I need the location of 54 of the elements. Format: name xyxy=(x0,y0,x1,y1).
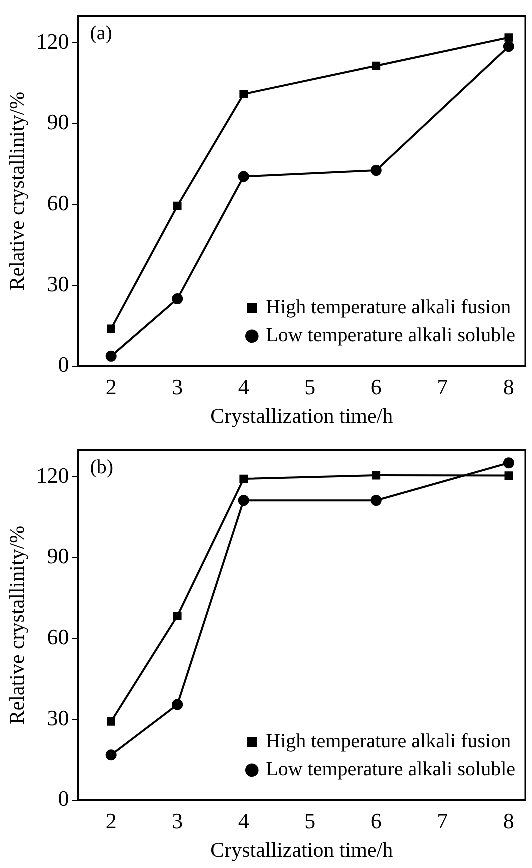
point xyxy=(172,294,184,305)
x-tick-label: 2 xyxy=(106,808,117,834)
x-tick-label: 6 xyxy=(370,374,382,400)
legend-label: Low temperature alkali soluble xyxy=(266,758,516,781)
y-tick-label: 90 xyxy=(47,110,70,135)
point xyxy=(238,495,250,506)
y-tick-label: 120 xyxy=(36,462,70,488)
y-tick-label: 0 xyxy=(58,352,70,378)
point xyxy=(240,474,248,484)
x-tick-label: 8 xyxy=(503,808,514,834)
point xyxy=(172,699,184,710)
point xyxy=(173,202,182,210)
annotation: (a) xyxy=(90,22,112,44)
point xyxy=(503,458,514,469)
point xyxy=(503,41,514,52)
point xyxy=(504,34,514,42)
point xyxy=(370,165,382,176)
point xyxy=(372,62,381,70)
y-tick-label: 60 xyxy=(47,190,70,216)
point xyxy=(106,750,117,761)
point xyxy=(370,495,382,506)
x-tick-label: 7 xyxy=(437,374,448,400)
point xyxy=(106,350,117,362)
y-tick-label: 30 xyxy=(47,271,70,296)
point xyxy=(107,718,116,726)
y-tick-label: 120 xyxy=(36,28,70,54)
y-tick-label: 0 xyxy=(58,786,70,812)
y-axis-title: Relative crystallinity/% xyxy=(5,92,30,291)
point xyxy=(238,171,250,182)
x-axis-title: Crystallization time/h xyxy=(210,404,394,428)
x-tick-label: 4 xyxy=(238,808,250,834)
annotation: (b) xyxy=(90,456,114,478)
point xyxy=(107,324,116,334)
y-tick-label: 60 xyxy=(47,624,70,650)
y-tick-label: 30 xyxy=(47,705,70,730)
x-tick-label: 5 xyxy=(304,808,316,834)
y-tick-label: 90 xyxy=(47,544,70,569)
legend-label: High temperature alkali fusion xyxy=(266,296,512,319)
x-tick-label: 4 xyxy=(238,374,250,400)
x-axis-title: Crystallization time/h xyxy=(210,838,394,862)
point xyxy=(372,471,381,480)
point xyxy=(504,472,514,480)
x-tick-label: 3 xyxy=(172,374,184,400)
point xyxy=(173,612,182,620)
x-tick-label: 7 xyxy=(437,808,448,834)
x-tick-label: 8 xyxy=(503,374,514,400)
x-tick-label: 5 xyxy=(304,374,316,400)
legend-label: Low temperature alkali soluble xyxy=(266,324,516,347)
legend-label: High temperature alkali fusion xyxy=(266,730,512,753)
x-tick-label: 2 xyxy=(106,374,117,400)
x-tick-label: 6 xyxy=(370,808,382,834)
x-tick-label: 3 xyxy=(172,808,184,834)
y-axis-title: Relative crystallinity/% xyxy=(5,526,30,725)
point xyxy=(240,90,248,99)
